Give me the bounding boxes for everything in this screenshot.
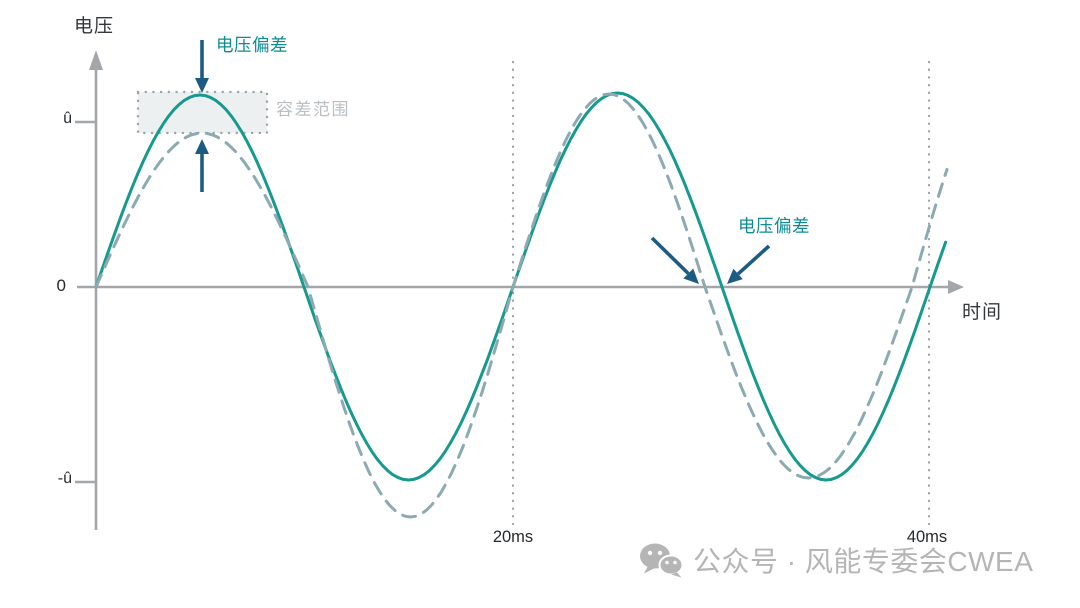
x-axis-label: 时间 [962, 302, 1003, 323]
origin-tick-label: 0 [56, 276, 66, 295]
watermark: 公众号 · 风能专委会CWEA [638, 540, 1033, 580]
voltage-deviation-label-right: 电压偏差 [738, 216, 810, 236]
x-tick-label-40ms: 40ms [906, 528, 948, 546]
y-axis-label: 电压 [74, 16, 115, 37]
voltage-deviation-label-top: 电压偏差 [216, 35, 288, 55]
wechat-icon [640, 543, 684, 578]
tolerance-range-label: 容差范围 [276, 100, 350, 119]
watermark-text: 公众号 · 风能专委会CWEA [693, 546, 1034, 577]
y-tick-label-u: û [63, 110, 72, 127]
y-tick-label-neg-u: -û [57, 470, 72, 487]
x-tick-label-20ms: 20ms [492, 528, 534, 546]
